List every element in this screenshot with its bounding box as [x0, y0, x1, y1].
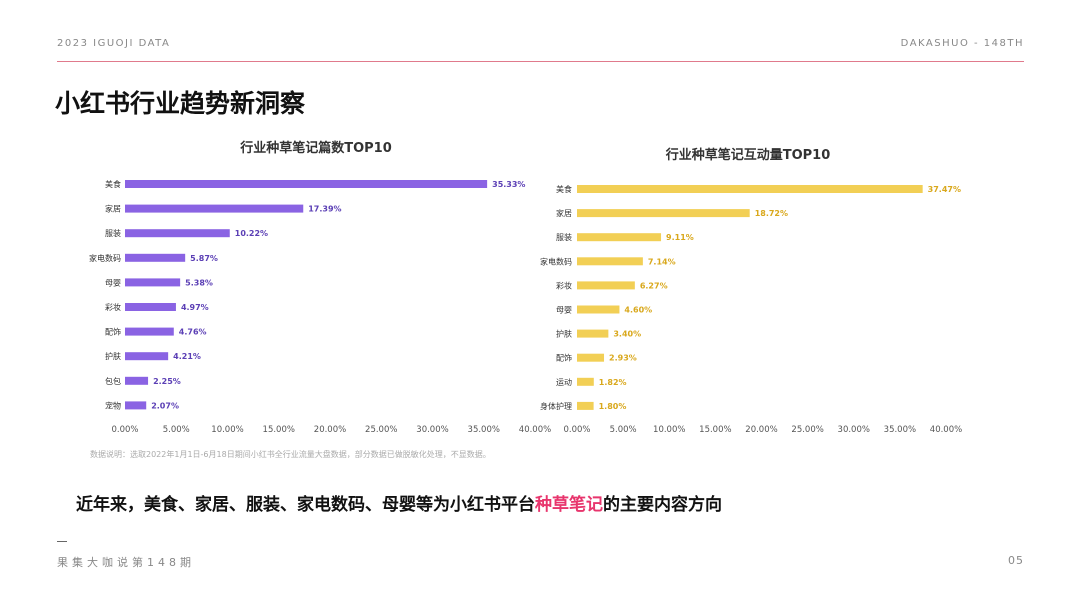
- notes-bar: [125, 352, 169, 361]
- interactions-bar: [577, 281, 635, 290]
- notes-value-label: 2.25%: [153, 377, 181, 386]
- notes-category-label: 彩妆: [105, 302, 121, 312]
- interactions-tick-label: 20.00%: [745, 425, 777, 435]
- header-divider: [57, 61, 1024, 62]
- interactions-category-label: 护肤: [556, 329, 572, 339]
- notes-category-label: 宠物: [105, 400, 121, 410]
- notes-value-label: 5.38%: [185, 278, 213, 287]
- interactions-chart-title: 行业种草笔记互动量TOP10: [665, 147, 831, 163]
- interactions-value-label: 1.82%: [599, 378, 627, 387]
- notes-category-label: 美食: [105, 179, 121, 189]
- notes-value-label: 35.33%: [492, 180, 525, 189]
- notes-tick-label: 10.00%: [211, 425, 243, 435]
- interactions-bar: [577, 329, 609, 338]
- notes-category-label: 配饰: [105, 327, 121, 337]
- interactions-value-label: 3.40%: [613, 330, 641, 339]
- interactions-category-label: 身体护理: [540, 401, 572, 411]
- interactions-value-label: 2.93%: [609, 354, 637, 363]
- footer-dash: [57, 541, 67, 542]
- interactions-bar: [577, 257, 643, 266]
- notes-chart-title: 行业种草笔记篇数TOP10: [239, 140, 392, 156]
- notes-bar: [125, 180, 488, 188]
- notes-category-label: 护肤: [105, 351, 121, 361]
- notes-value-label: 4.76%: [179, 328, 207, 337]
- notes-tick-label: 40.00%: [519, 425, 551, 435]
- interactions-tick-label: 35.00%: [884, 425, 916, 435]
- page-number: 05: [1008, 554, 1024, 567]
- interactions-value-label: 18.72%: [755, 209, 788, 218]
- notes-bar: [125, 327, 174, 336]
- header-left-text: 2023 IGUOJI DATA: [57, 38, 171, 49]
- summary-text: 近年来，美食、家居、服装、家电数码、母婴等为小红书平台种草笔记的主要内容方向: [76, 490, 722, 515]
- interactions-tick-label: 30.00%: [838, 425, 870, 435]
- interactions-bar: [577, 185, 923, 193]
- interactions-category-label: 美食: [556, 184, 572, 194]
- notes-bar: [125, 253, 186, 262]
- notes-category-label: 母婴: [105, 278, 121, 287]
- notes-tick-label: 5.00%: [163, 425, 190, 435]
- summary-after: 的主要内容方向: [603, 495, 722, 515]
- interactions-bar: [577, 377, 594, 386]
- header-right-text: DAKASHUO - 148TH: [900, 38, 1024, 49]
- notes-tick-label: 20.00%: [314, 425, 346, 435]
- interactions-bar: [577, 353, 605, 362]
- notes-tick-label: 35.00%: [468, 425, 500, 435]
- interactions-category-label: 配饰: [556, 353, 572, 363]
- notes-tick-label: 25.00%: [365, 425, 397, 435]
- summary-highlight: 种草笔记: [535, 495, 603, 515]
- notes-category-label: 家居: [105, 204, 121, 214]
- notes-category-label: 包包: [105, 376, 121, 386]
- notes-value-label: 4.97%: [181, 303, 209, 312]
- interactions-bar: [577, 233, 662, 242]
- notes-bar: [125, 278, 181, 287]
- interactions-category-label: 家电数码: [540, 256, 572, 266]
- interactions-category-label: 家居: [556, 208, 572, 218]
- interactions-value-label: 1.80%: [599, 402, 627, 411]
- interactions-value-label: 9.11%: [666, 233, 694, 242]
- interactions-value-label: 37.47%: [928, 185, 961, 194]
- interactions-tick-label: 25.00%: [791, 425, 823, 435]
- notes-tick-label: 15.00%: [263, 425, 295, 435]
- interactions-category-label: 母婴: [556, 306, 572, 315]
- summary-before: 近年来，美食、家居、服装、家电数码、母婴等为小红书平台: [76, 495, 535, 515]
- interactions-tick-label: 0.00%: [563, 425, 590, 435]
- notes-value-label: 2.07%: [151, 401, 179, 410]
- interactions-value-label: 4.60%: [624, 306, 652, 315]
- interactions-tick-label: 10.00%: [653, 425, 685, 435]
- notes-tick-label: 0.00%: [111, 425, 138, 435]
- interactions-bar: [577, 305, 620, 314]
- notes-value-label: 17.39%: [308, 205, 341, 214]
- notes-bar: [125, 204, 304, 213]
- interactions-tick-label: 40.00%: [930, 425, 962, 435]
- notes-value-label: 10.22%: [235, 229, 268, 238]
- notes-bar: [125, 376, 149, 385]
- notes-tick-label: 30.00%: [416, 425, 448, 435]
- interactions-tick-label: 15.00%: [699, 425, 731, 435]
- interactions-bar: [577, 401, 594, 410]
- interactions-value-label: 6.27%: [640, 281, 668, 290]
- data-note: 数据说明：选取2022年1月1日-6月18日期间小红书全行业流量大盘数据，部分数…: [90, 450, 491, 459]
- notes-category-label: 家电数码: [89, 253, 121, 263]
- notes-bar: [125, 229, 230, 238]
- interactions-category-label: 运动: [556, 377, 572, 387]
- page-title: 小红书行业趋势新洞察: [55, 89, 306, 118]
- interactions-category-label: 服装: [556, 232, 572, 242]
- notes-bar: [125, 401, 147, 410]
- notes-value-label: 5.87%: [190, 254, 218, 263]
- notes-value-label: 4.21%: [173, 352, 201, 361]
- interactions-value-label: 7.14%: [648, 257, 676, 266]
- interactions-bar: [577, 209, 750, 218]
- notes-bar: [125, 303, 176, 311]
- interactions-tick-label: 5.00%: [610, 425, 637, 435]
- notes-category-label: 服装: [105, 228, 121, 238]
- footer-left-text: 果集大咖说第148期: [57, 556, 195, 569]
- interactions-category-label: 彩妆: [556, 280, 572, 290]
